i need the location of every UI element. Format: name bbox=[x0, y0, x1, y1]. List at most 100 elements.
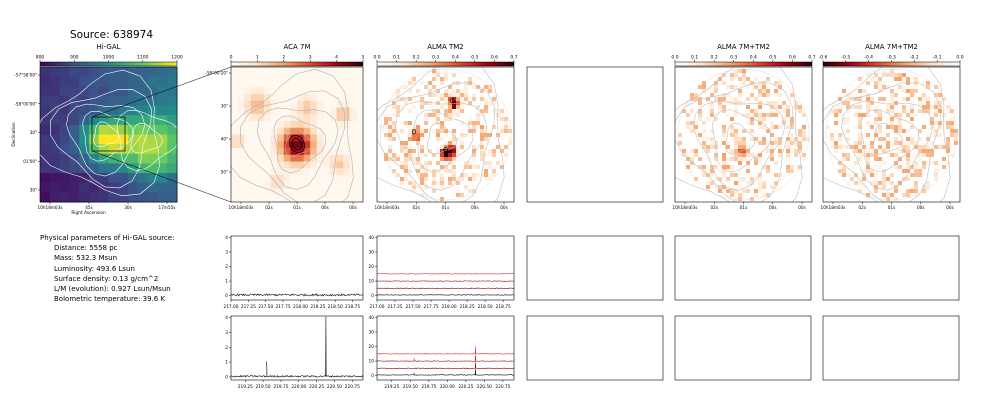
map-pixel bbox=[710, 137, 714, 141]
map-pixel bbox=[910, 189, 914, 193]
map-pixel bbox=[738, 197, 742, 201]
map-pixel bbox=[834, 109, 838, 113]
map-pixel bbox=[758, 125, 762, 129]
map-pixel bbox=[710, 145, 714, 149]
x-tick-label: 217.25 bbox=[388, 304, 403, 310]
map-pixel bbox=[910, 101, 914, 105]
map-pixel bbox=[488, 141, 492, 145]
map-pixel bbox=[786, 153, 790, 157]
x-tick-label: 01s bbox=[293, 205, 301, 210]
x-axis-label: Right Ascension bbox=[71, 210, 106, 216]
map-pixel bbox=[778, 93, 782, 97]
map-pixel bbox=[918, 145, 922, 149]
colorbar-tick-label: 800 bbox=[36, 55, 45, 61]
map-pixel bbox=[874, 185, 878, 189]
higal-pixel bbox=[98, 115, 109, 126]
map-pixel bbox=[738, 145, 742, 149]
y-tick-label: 0 bbox=[371, 293, 374, 299]
map-pixel bbox=[770, 121, 774, 125]
colorbar-tick-label: 0.0 bbox=[956, 55, 963, 61]
map-pixel bbox=[846, 93, 850, 97]
map-pixel bbox=[734, 145, 738, 149]
map-pixel bbox=[404, 157, 408, 161]
higal-pixel bbox=[108, 144, 119, 155]
map-pixel bbox=[790, 141, 794, 145]
aca-pixel bbox=[270, 161, 278, 169]
map-pixel bbox=[416, 129, 420, 133]
map-pixel bbox=[834, 141, 838, 145]
aca-pixel bbox=[316, 127, 324, 135]
map-pixel bbox=[460, 129, 464, 133]
map-pixel bbox=[742, 177, 746, 181]
aca-pixel bbox=[323, 161, 331, 169]
map-pixel bbox=[388, 157, 392, 161]
map-pixel bbox=[802, 113, 806, 117]
aca-pixel bbox=[310, 141, 318, 149]
map-pixel bbox=[476, 105, 480, 109]
y-tick-label: 0 bbox=[371, 373, 374, 379]
higal-pixel bbox=[128, 163, 139, 174]
map-pixel bbox=[412, 77, 416, 81]
map-pixel bbox=[686, 125, 690, 129]
map-pixel bbox=[754, 97, 758, 101]
higal-pixel bbox=[147, 115, 158, 126]
aca-pixel bbox=[283, 127, 291, 135]
map-pixel bbox=[734, 69, 738, 73]
map-pixel bbox=[400, 85, 404, 89]
map-pixel bbox=[408, 133, 412, 137]
map-pixel bbox=[906, 157, 910, 161]
higal-pixel bbox=[79, 182, 90, 193]
map-pixel bbox=[898, 141, 902, 145]
map-pixel bbox=[432, 177, 436, 181]
map-pixel bbox=[456, 145, 460, 149]
x-tick-label: 220.50 bbox=[327, 384, 342, 390]
map-pixel bbox=[858, 121, 862, 125]
map-pixel bbox=[452, 169, 456, 173]
aca-pixel bbox=[343, 107, 351, 115]
aca-pixel bbox=[336, 100, 344, 108]
map-pixel bbox=[906, 113, 910, 117]
map-pixel bbox=[898, 113, 902, 117]
higal-pixel bbox=[69, 115, 80, 126]
map-pixel bbox=[440, 149, 444, 153]
higal-pixel bbox=[49, 86, 61, 97]
map-pixel bbox=[866, 157, 870, 161]
higal-pixel bbox=[59, 86, 70, 97]
map-pixel bbox=[842, 117, 846, 121]
higal-pixel bbox=[128, 144, 139, 155]
map-pixel bbox=[722, 97, 726, 101]
aca-pixel bbox=[297, 134, 304, 142]
map-pixel bbox=[384, 157, 388, 161]
map-pixel bbox=[926, 85, 930, 89]
map-pixel bbox=[738, 137, 742, 141]
aca-pixel bbox=[270, 121, 278, 129]
map-pixel bbox=[722, 173, 726, 177]
map-pixel bbox=[714, 85, 718, 89]
higal-pixel bbox=[128, 153, 139, 164]
higal-pixel bbox=[147, 134, 158, 145]
map-pixel bbox=[432, 85, 436, 89]
map-pixel bbox=[722, 157, 726, 161]
map-pixel bbox=[460, 109, 464, 113]
map-pixel bbox=[476, 117, 480, 121]
map-pixel bbox=[866, 109, 870, 113]
map-pixel bbox=[794, 149, 798, 153]
map-pixel bbox=[870, 145, 874, 149]
aca-pixel bbox=[250, 121, 258, 129]
map-pixel bbox=[734, 189, 738, 193]
higal-pixel bbox=[147, 76, 158, 87]
map-pixel bbox=[874, 73, 878, 77]
map-pixel bbox=[750, 121, 754, 125]
map-pixel bbox=[890, 121, 894, 125]
map-pixel bbox=[938, 133, 942, 137]
x-tick-label: 217.00 bbox=[223, 304, 238, 310]
map-pixel bbox=[886, 153, 890, 157]
map-pixel bbox=[906, 145, 910, 149]
map-pixel bbox=[922, 93, 926, 97]
map-pixel bbox=[404, 149, 408, 153]
map-pixel bbox=[770, 125, 774, 129]
higal-pixel bbox=[108, 124, 119, 135]
map-pixel bbox=[468, 129, 472, 133]
higal-pixel bbox=[79, 95, 90, 107]
map-pixel bbox=[702, 81, 706, 85]
